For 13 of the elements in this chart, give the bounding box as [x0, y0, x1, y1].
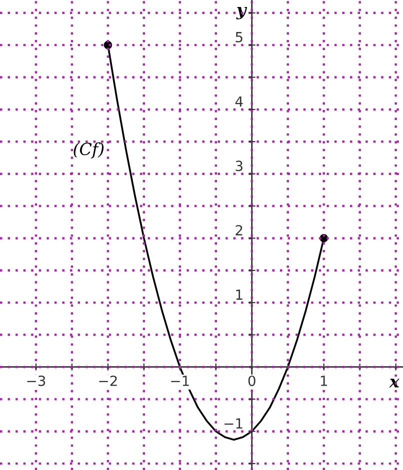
y-tick-label: 5 [236, 32, 242, 42]
x-tick-label: 1 [320, 376, 327, 386]
y-tick-label: −1 [224, 418, 242, 428]
y-tick-label: 2 [236, 225, 242, 236]
y-tick-label: 3 [236, 160, 242, 172]
annotation: (Cf) [74, 142, 104, 158]
x-tick-label: 0 [248, 376, 256, 386]
y-tick-label: 4 [235, 96, 243, 107]
x-tick-label: −1 [171, 376, 189, 386]
y-tick-label: 1 [236, 290, 242, 300]
x-tick-label: −2 [99, 376, 117, 386]
y-axis-title: y [236, 6, 248, 20]
x-tick-label: −3 [27, 376, 46, 386]
